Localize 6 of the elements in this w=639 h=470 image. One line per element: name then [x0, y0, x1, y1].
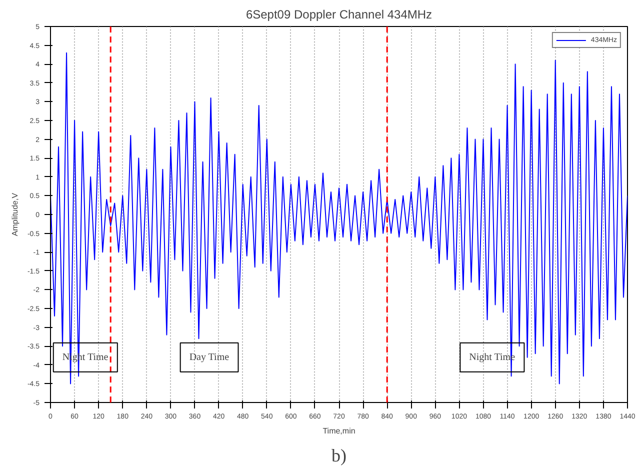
line-series [50, 52, 628, 384]
y-axis-title: Amplitude,V [10, 192, 20, 236]
chart-title: 6Sept09 Doppler Channel 434MHz [246, 8, 432, 22]
text: b) [332, 446, 347, 466]
annotation: Day Time [189, 352, 230, 363]
x-axis-title: Time,min [322, 426, 356, 436]
